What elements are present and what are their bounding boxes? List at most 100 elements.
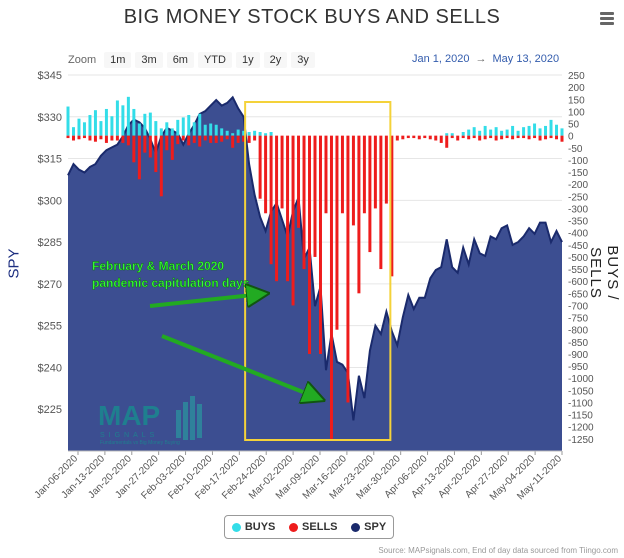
zoom-1m-button[interactable]: 1m [104,52,132,68]
sell-bar [192,135,196,143]
y-right-tick-label: -1150 [568,411,593,422]
sell-bar [406,135,410,139]
buy-bar [247,132,251,136]
zoom-3y-button[interactable]: 3y [291,52,315,68]
range-end[interactable]: May 13, 2020 [492,53,560,65]
range-start[interactable]: Jan 1, 2020 [412,53,470,65]
y-right-tick-label: -350 [568,217,588,228]
buy-bar [143,113,147,136]
buy-bar [77,118,81,136]
y-right-tick-label: -150 [568,168,588,179]
sell-bar [93,135,97,142]
sell-bar [368,135,372,253]
y-right-tick-label: -1050 [568,386,594,397]
sell-bar [384,135,388,204]
buy-bar [555,124,559,136]
buy-bar [104,108,108,136]
zoom-bar: Zoom 1m 3m 6m YTD 1y 2y 3y [68,52,319,68]
logo-bar-icon [197,404,202,438]
buy-bar [494,127,498,136]
zoom-6m-button[interactable]: 6m [166,52,194,68]
buy-bar [527,125,531,136]
sell-bar [291,135,295,306]
sell-bar [324,135,328,214]
sell-bar [137,135,141,180]
buy-bar [258,132,262,136]
logo-text: MAP [98,400,160,431]
buy-bar [264,133,268,136]
buy-bar [93,110,97,136]
sell-bar [549,135,553,139]
y-left-tick-label: $285 [38,237,62,249]
buy-bar [154,121,158,136]
y-right-tick-label: -50 [568,144,583,155]
annotation-line-1: February & March 2020 [92,259,224,273]
buy-bar [500,130,504,136]
zoom-ytd-button[interactable]: YTD [197,52,232,68]
y-right-tick-label: -500 [568,253,588,264]
sell-bar [379,135,383,270]
sell-bar [318,135,322,354]
y-right-tick-label: -550 [568,265,588,276]
sell-bar [247,135,251,143]
zoom-1y-button[interactable]: 1y [235,52,260,68]
y-right-tick-label: -250 [568,192,588,203]
sell-bar [99,135,103,140]
buy-bar [99,121,103,136]
sell-bar [115,135,119,141]
buy-bar [478,130,482,136]
sell-bar [154,135,158,173]
sell-bar [181,135,185,141]
legend: BUYS SELLS SPY [224,515,394,539]
buy-bar [132,108,136,136]
y-right-tick-label: -950 [568,362,588,373]
sell-bar [417,135,421,140]
buy-bar [472,127,476,136]
buy-bar [253,130,257,136]
annotation-line-2: pandemic capitulation days [92,276,250,290]
logo-bar-icon [190,396,195,440]
y-right-tick-label: 200 [568,83,585,94]
date-range[interactable]: Jan 1, 2020 → May 13, 2020 [412,53,559,65]
sell-bar [511,135,515,140]
sell-bar [390,135,394,277]
sell-bar [302,135,306,270]
sell-bar [450,135,454,139]
sell-bar [461,135,465,139]
y-left-tick-label: $270 [38,279,62,291]
sell-bar [126,135,130,146]
legend-item-sells[interactable]: SELLS [289,521,338,533]
buy-bar [203,124,207,136]
sell-bar [71,135,75,141]
sell-bar [412,135,416,139]
sell-bar [401,135,405,140]
y-right-tick-label: -1200 [568,423,594,434]
legend-item-spy[interactable]: SPY [351,521,386,533]
sell-bar [527,135,531,140]
sell-bar [165,135,169,151]
y-right-tick-label: -900 [568,350,588,361]
sell-bar [395,135,399,141]
sell-bar [66,135,70,139]
sell-bar [456,135,460,141]
sell-bar [203,135,207,141]
zoom-2y-button[interactable]: 2y [263,52,288,68]
sell-bar [258,135,262,199]
sell-bar [544,135,548,140]
sell-bar [104,135,108,143]
buy-bar [560,128,564,136]
y-right-tick-label: 0 [568,132,574,143]
buy-bar [489,129,493,136]
hamburger-menu-icon[interactable] [600,12,614,26]
buy-bar [170,128,174,136]
legend-label-buys: BUYS [244,521,276,533]
y-left-tick-label: $345 [38,70,62,82]
sell-bar [439,135,443,143]
legend-item-buys[interactable]: BUYS [231,521,276,533]
annotation-arrow-1 [149,294,262,308]
sell-bar [269,135,273,265]
zoom-3m-button[interactable]: 3m [135,52,163,68]
legend-dot-spy [351,522,361,532]
sell-bar [110,135,114,141]
logo-bar-icon [183,402,188,440]
